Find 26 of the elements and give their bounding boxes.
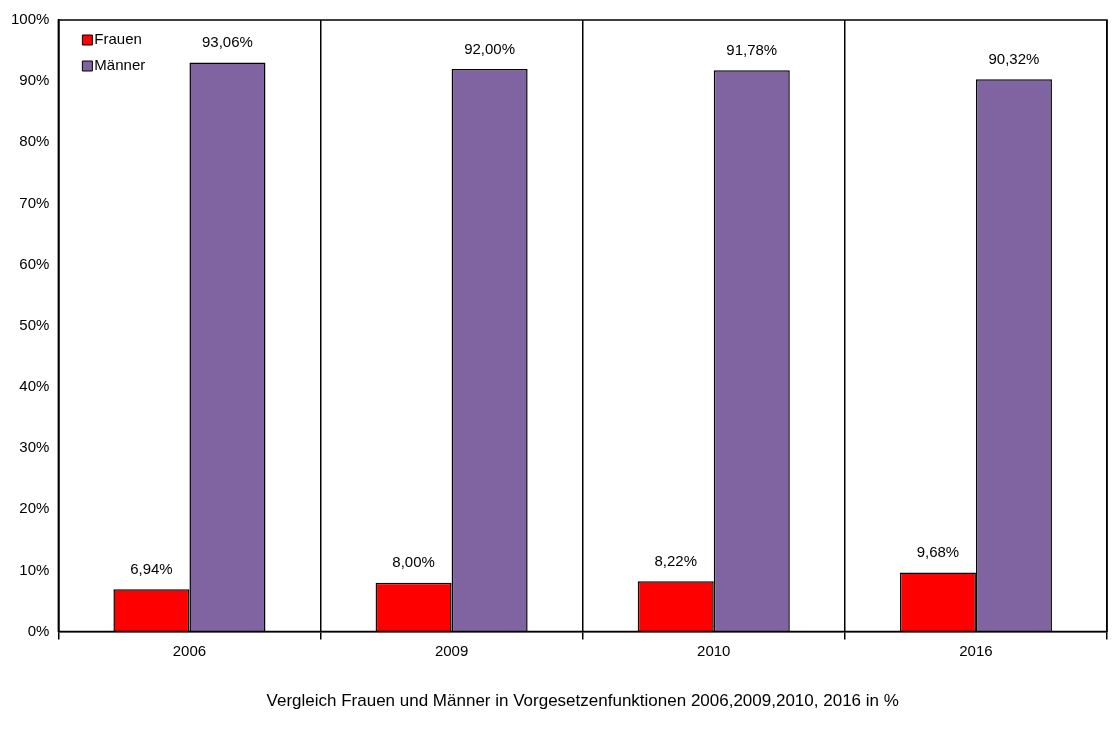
x-tick-label: 2016: [959, 641, 993, 659]
data-label: 91,78%: [726, 40, 778, 58]
data-label: 6,94%: [130, 559, 173, 577]
y-tick-label: 10%: [19, 560, 50, 578]
x-axis-title: Vergleich Frauen und Männer in Vorgesetzenfunktionen 2006,2009,2010, 2016 in %: [266, 691, 899, 711]
y-tick-label: 80%: [19, 132, 50, 150]
y-tick-label: 50%: [19, 315, 50, 333]
legend-label: Männer: [94, 56, 146, 74]
data-label: 9,68%: [916, 543, 960, 561]
data-label: 92,00%: [464, 39, 516, 57]
x-tick-label: 2009: [434, 641, 469, 659]
data-label: 8,00%: [392, 553, 435, 571]
data-label: 90,32%: [988, 49, 1040, 67]
x-tick-label: 2006: [172, 641, 207, 659]
y-tick-label: 40%: [19, 377, 50, 395]
y-tick-label: 100%: [10, 10, 50, 28]
y-tick-label: 90%: [19, 71, 50, 89]
data-label: 8,22%: [654, 551, 698, 569]
y-tick-label: 0%: [27, 621, 50, 639]
data-label: 93,06%: [202, 33, 253, 51]
y-tick-label: 20%: [19, 499, 50, 517]
x-tick-label: 2010: [697, 641, 731, 659]
y-tick-label: 30%: [19, 438, 50, 456]
y-tick-label: 70%: [19, 193, 50, 211]
legend-label: Frauen: [94, 30, 142, 48]
y-tick-label: 60%: [19, 254, 50, 272]
